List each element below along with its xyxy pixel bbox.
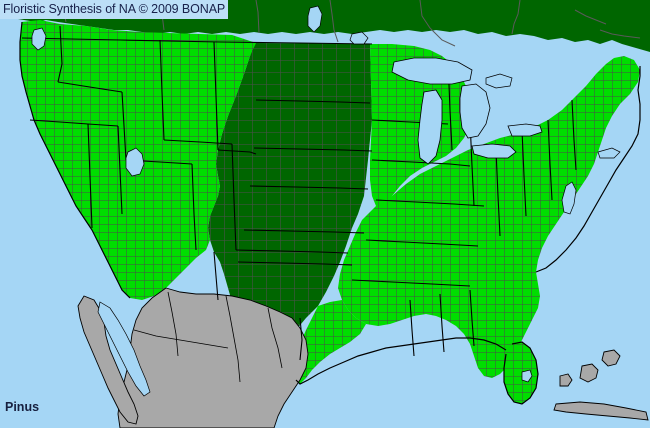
puget-sound [31,27,47,51]
lake-huron [459,83,491,139]
mexico-state-borders [133,291,283,383]
chesapeake-bay [561,181,577,215]
map-title-text: Floristic Synthesis of NA © 2009 BONAP [3,2,226,17]
florida-peninsula [504,342,538,404]
coastline [19,21,641,405]
southeast-atlantic-coastline [535,66,641,273]
lake-of-the-woods [349,31,369,45]
bahamas-islands [559,349,621,387]
eastern-states-bright [338,56,640,378]
taxon-name-label: Pinus [5,400,40,414]
cuba-island [553,401,649,421]
inland-water [31,5,621,397]
great-plains-dark-block [208,43,372,358]
georgian-bay-channel [485,73,513,89]
state-borders [21,25,577,361]
east-texas-louisiana-bright [294,300,366,384]
pacific-coastline [19,21,131,299]
lake-ontario [507,123,543,137]
great-salt-lake [125,147,145,177]
long-island-sound [597,147,621,159]
state-level-dark-green-region [208,43,372,358]
lake-michigan [417,89,443,165]
lake-winnipeg [307,5,323,33]
atlantic-coastline [503,341,539,405]
lake-erie [471,143,517,159]
map-title-band: Floristic Synthesis of NA © 2009 BONAP [0,0,228,19]
gulf-coastline [295,337,507,385]
okeechobee-lake [521,369,533,383]
lake-superior [391,57,473,85]
gulf-of-california [97,301,151,397]
baja-california-peninsula [77,295,139,425]
